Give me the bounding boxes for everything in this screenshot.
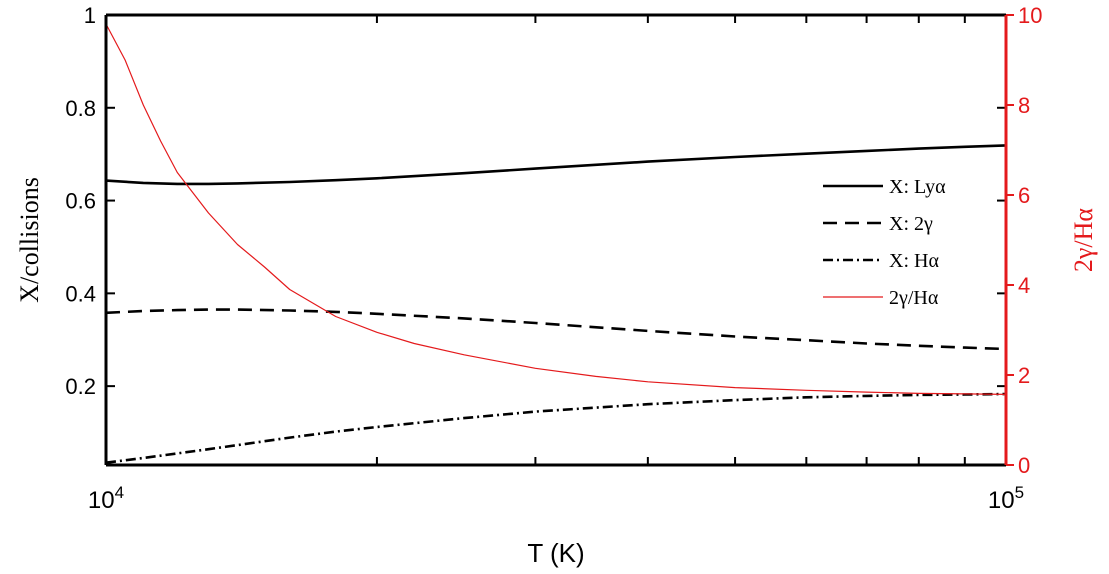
series-layer (105, 23, 1007, 464)
y-left-tick-label: 1 (84, 3, 96, 28)
y-right-tick-label: 2 (1018, 363, 1030, 388)
axes-layer (104, 13, 1008, 467)
legend-label-0: X: Lyα (889, 176, 946, 198)
y-axis-left-title: X/collisions (15, 177, 44, 303)
legend-label-3: 2γ/Hα (889, 287, 939, 309)
y-axis-right-title: 2γ/Hα (1069, 208, 1098, 272)
x-tick-label: 105 (988, 483, 1024, 514)
y-left-tick-label: 0.6 (65, 189, 96, 214)
x-axis-title: T (K) (527, 538, 584, 568)
y-right-tick-label: 10 (1018, 3, 1042, 28)
series-line-2 (105, 392, 1007, 464)
legend: X: Lyα X: 2γ X: Hα 2γ/Hα (823, 176, 946, 309)
y-right-tick-label: 6 (1018, 183, 1030, 208)
y-right-tick-label: 0 (1018, 453, 1030, 478)
series-line-3 (105, 23, 1007, 395)
y-right-tick-label: 8 (1018, 93, 1030, 118)
y-right-tick-label: 4 (1018, 273, 1030, 298)
y-left-tick-label: 0.8 (65, 96, 96, 121)
series-line-0 (105, 144, 1007, 186)
legend-label-1: X: 2γ (889, 213, 933, 235)
x-tick-label: 104 (88, 483, 124, 514)
y-left-tick-label: 0.4 (65, 281, 96, 306)
series-line-1 (105, 308, 1007, 351)
y-left-tick-label: 0.2 (65, 374, 96, 399)
legend-label-2: X: Hα (889, 250, 939, 272)
